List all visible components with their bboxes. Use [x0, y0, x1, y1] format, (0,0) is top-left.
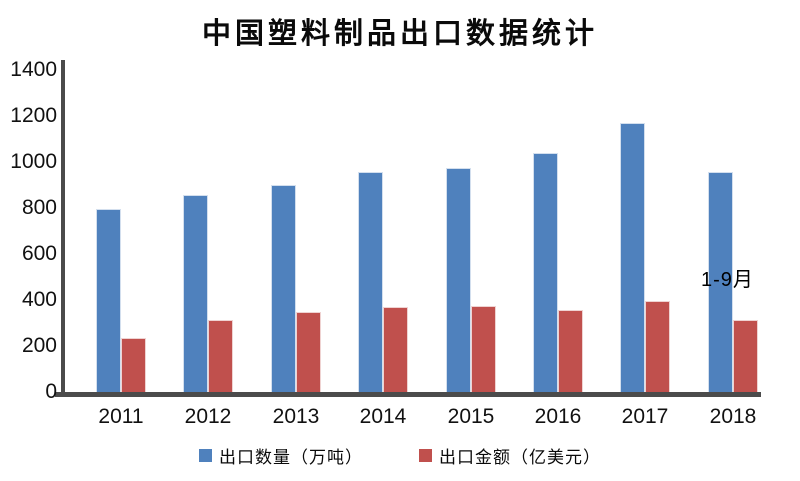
y-axis-line — [61, 60, 65, 394]
x-axis-tick-label: 2012 — [184, 405, 232, 428]
y-axis-tick-label: 800 — [21, 196, 57, 219]
y-axis-tick-label: 1200 — [10, 104, 57, 127]
chart-title: 中国塑料制品出口数据统计 — [201, 18, 598, 50]
bar-amount-2012 — [208, 320, 233, 392]
annotation-label: 1-9月 — [701, 269, 754, 291]
y-axis-tick-label: 1400 — [10, 58, 57, 81]
x-axis-tick-label: 2014 — [359, 405, 407, 428]
bar-amount-2018 — [733, 320, 758, 392]
x-axis-tick-label: 2016 — [534, 405, 582, 428]
y-axis-tick-label: 600 — [21, 242, 57, 265]
y-axis-tick-label: 200 — [21, 334, 57, 357]
x-axis-tick-label: 2018 — [709, 405, 757, 428]
legend-label-export-amount: 出口金额（亿美元） — [439, 448, 601, 467]
bar-quantity-2012 — [183, 195, 208, 392]
legend-item-export-amount: 出口金额（亿美元） — [419, 443, 601, 468]
x-axis-tick-label: 2011 — [98, 405, 144, 428]
bar-quantity-2015 — [446, 168, 471, 392]
bar-quantity-2017 — [620, 123, 645, 392]
legend-label-export-quantity: 出口数量（万吨） — [219, 448, 363, 467]
bar-quantity-2016 — [533, 153, 558, 392]
bar-amount-2011 — [121, 338, 146, 392]
bar-quantity-2013 — [271, 185, 296, 392]
x-axis-tick-label: 2017 — [621, 405, 669, 428]
bar-quantity-2018 — [708, 172, 733, 392]
x-axis-tick-label: 2013 — [272, 405, 320, 428]
legend-swatch-red-icon — [419, 449, 432, 462]
bar-quantity-2011 — [96, 209, 121, 392]
bar-amount-2017 — [645, 301, 670, 392]
legend-item-export-quantity: 出口数量（万吨） — [199, 443, 363, 468]
y-axis-tick-label: 1000 — [10, 150, 57, 173]
bar-quantity-2014 — [358, 172, 383, 392]
bar-amount-2016 — [558, 310, 583, 392]
bar-amount-2015 — [471, 306, 496, 392]
bar-amount-2014 — [383, 307, 408, 392]
y-axis-tick-label: 400 — [21, 288, 57, 311]
x-axis-line — [55, 392, 761, 397]
x-axis-tick-label: 2015 — [447, 405, 495, 428]
bar-amount-2013 — [296, 312, 321, 392]
legend: 出口数量（万吨） 出口金额（亿美元） — [0, 443, 800, 468]
y-axis-tick-label: 0 — [45, 380, 57, 403]
legend-swatch-blue-icon — [199, 449, 212, 462]
